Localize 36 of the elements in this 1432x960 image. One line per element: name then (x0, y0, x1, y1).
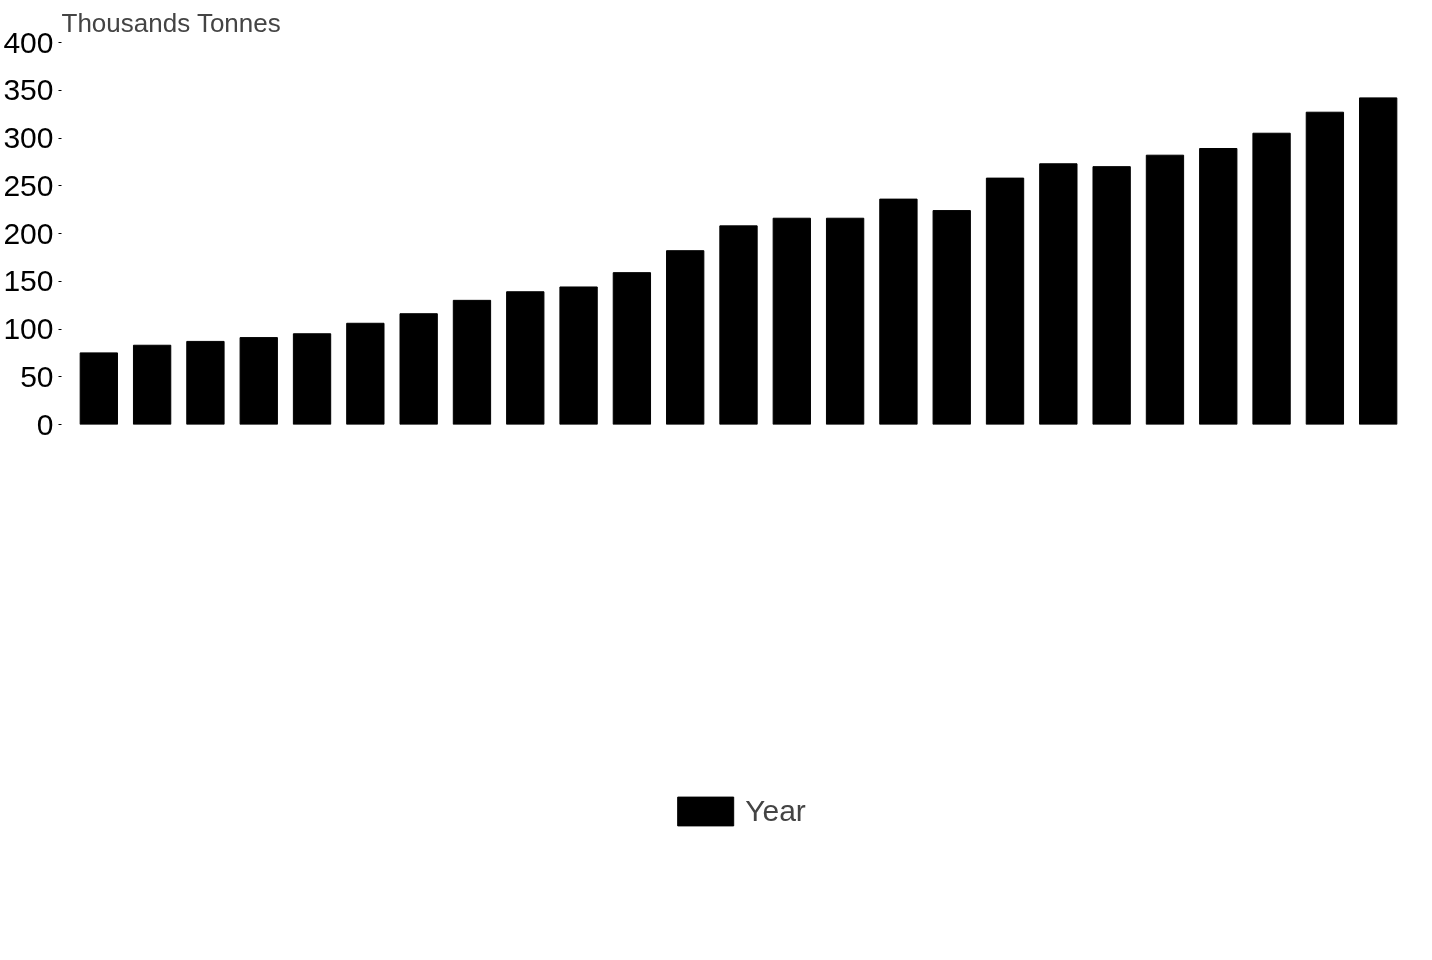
y-tick-label: 150 (3, 264, 54, 298)
y-axis-title: Thousands Tonnes (61, 7, 281, 38)
y-tick-label: 250 (3, 168, 54, 202)
y-tick-label: 200 (3, 216, 54, 250)
y-tick-label: 400 (3, 25, 54, 59)
bar (346, 322, 385, 425)
bar (1199, 148, 1238, 425)
bar (825, 217, 865, 425)
bar (879, 198, 918, 425)
bar (1305, 111, 1345, 425)
bar (1039, 163, 1078, 425)
bar (399, 313, 438, 425)
bar (79, 352, 118, 425)
bar (719, 225, 758, 425)
bar (239, 337, 278, 425)
bar (292, 333, 332, 425)
bar (1145, 154, 1185, 425)
bar (985, 177, 1025, 425)
bar (932, 210, 971, 425)
bar (186, 340, 225, 425)
legend-label: Year (745, 794, 806, 828)
bar (132, 344, 172, 425)
bar (1359, 97, 1398, 425)
bar (559, 286, 598, 425)
y-tick-label: 50 (20, 359, 54, 393)
y-tick-label: 300 (3, 121, 54, 154)
bar (612, 272, 652, 425)
y-tick-label: 100 (3, 312, 54, 345)
bar (506, 291, 545, 425)
bar (772, 217, 811, 425)
y-tick-label: 0 (36, 407, 54, 441)
y-tick-label: 350 (3, 73, 54, 107)
bar (452, 299, 492, 425)
bar (1092, 166, 1131, 425)
bar (1252, 132, 1291, 425)
bar (666, 250, 705, 425)
